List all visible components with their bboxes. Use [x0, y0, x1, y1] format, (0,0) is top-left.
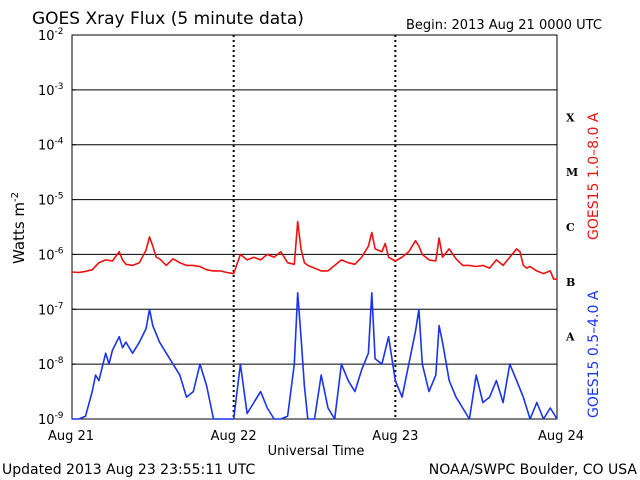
flare-class-a: A [565, 331, 575, 344]
vertical-dashed-gridlines [232, 35, 397, 419]
legend-goes15-short: GOES15 0.5–4.0 A [586, 290, 602, 418]
plot-area [71, 34, 558, 420]
y-axis-label-text: Watts m [10, 202, 28, 264]
series-line-0 [71, 220, 557, 280]
y-tick-label-7: 10-9 [38, 411, 64, 428]
flare-class-m: M [566, 166, 578, 179]
y-tick-label-5: 10-7 [38, 301, 64, 318]
data-source: NOAA/SWPC Boulder, CO USA [429, 462, 638, 478]
x-tick-label-3: Aug 24 [538, 429, 584, 444]
flare-class-b: B [566, 276, 575, 289]
y-tick-labels: 10-2 10-3 10-4 10-5 10-6 10-7 10-8 10-9 [38, 27, 64, 428]
y-tick-label-2: 10-4 [38, 137, 64, 154]
x-tick-labels: Aug 21 Aug 22 Aug 23 Aug 24 [48, 429, 584, 444]
y-tick-label-0: 10-2 [38, 27, 64, 44]
flare-class-x: X [566, 111, 575, 124]
y-tick-label-3: 10-5 [38, 192, 64, 209]
y-axis-label-sup: -2 [10, 192, 21, 202]
legend-goes15-long: GOES15 1.0–8.0 A [586, 112, 602, 240]
y-tick-label-4: 10-6 [38, 246, 64, 263]
x-axis-label: Universal Time [268, 444, 365, 459]
flare-class-c: C [566, 221, 575, 234]
x-tick-label-1: Aug 22 [211, 429, 257, 444]
updated-timestamp: Updated 2013 Aug 23 23:55:11 UTC [2, 462, 255, 478]
x-tick-label-0: Aug 21 [48, 429, 94, 444]
horizontal-gridlines [72, 34, 557, 420]
begin-label: Begin: 2013 Aug 21 0000 UTC [406, 18, 602, 33]
plot-frame [71, 34, 558, 420]
y-tick-label-6: 10-8 [38, 356, 64, 373]
series-line-1 [72, 291, 558, 420]
x-tick-label-2: Aug 23 [372, 429, 418, 444]
y-axis-label: Watts m-2 [10, 192, 28, 264]
series-layer [71, 220, 558, 420]
flare-class-labels: X M C B A [565, 111, 578, 343]
y-tick-label-1: 10-3 [38, 82, 64, 99]
chart-title: GOES Xray Flux (5 minute data) [32, 9, 304, 29]
